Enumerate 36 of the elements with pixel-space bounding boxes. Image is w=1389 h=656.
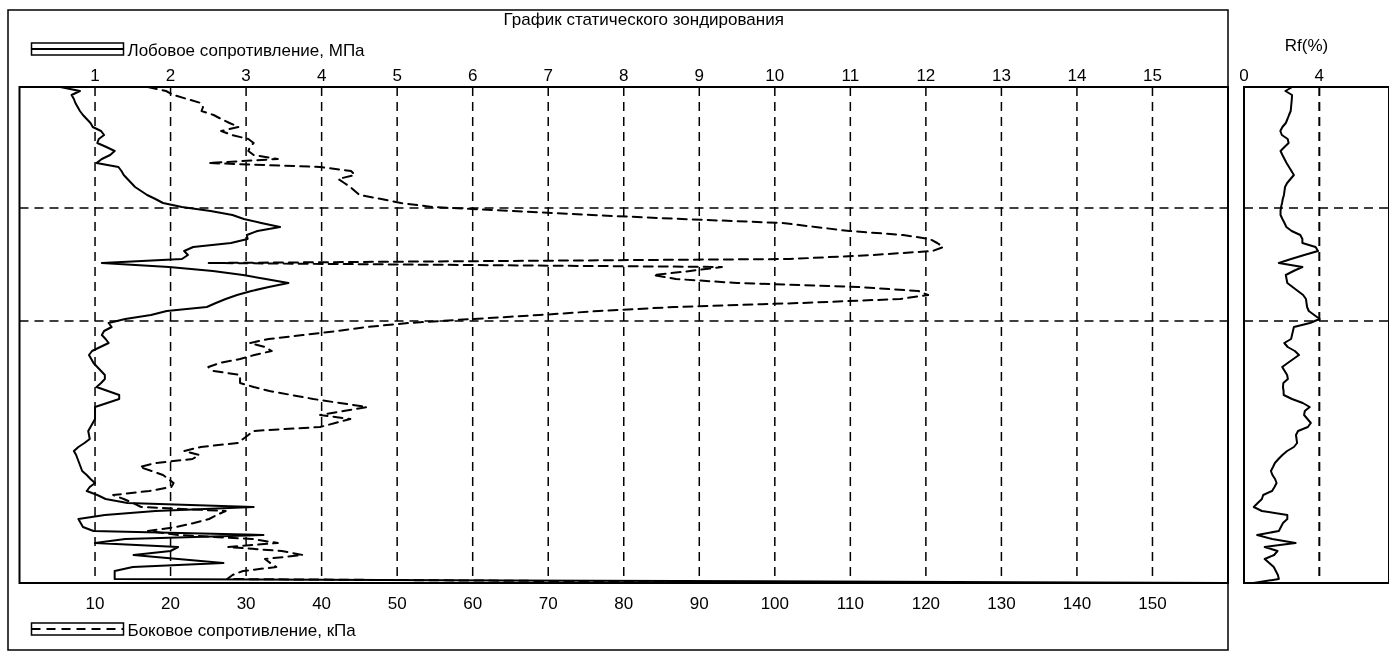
x-tick-label: 140 xyxy=(1062,594,1092,613)
x2-tick-label: 11 xyxy=(841,66,860,85)
x2-tick-label: 0 xyxy=(1239,66,1249,85)
x2-tick-label: 3 xyxy=(241,66,251,85)
x-tick-label: 40 xyxy=(312,594,332,613)
x-tick-label: 70 xyxy=(538,594,558,613)
x-tick-label: 100 xyxy=(760,594,789,613)
x2-tick-label: 7 xyxy=(543,66,553,85)
x2-tick-label: 10 xyxy=(765,66,785,85)
x-tick-label: 90 xyxy=(689,594,709,613)
x-tick-label: 110 xyxy=(836,594,864,613)
x-tick-label: 30 xyxy=(236,594,256,613)
x2-tick-label: 2 xyxy=(165,66,176,85)
x2-tick-label: 14 xyxy=(1067,66,1087,85)
x-tick-label: 60 xyxy=(463,594,483,613)
x2-tick-label: 8 xyxy=(619,66,629,85)
x-tick-label: 130 xyxy=(987,594,1016,613)
x-tick-label: 150 xyxy=(1138,594,1167,613)
x2-axis-title: Rf(%) xyxy=(1284,36,1329,55)
x2-tick-label: 13 xyxy=(991,66,1011,85)
x2-tick-label: 1 xyxy=(90,66,100,85)
x2-tick-label: 12 xyxy=(916,66,936,85)
x2-tick-label: 5 xyxy=(392,66,402,85)
x-axis-title: Боковое сопротивление, кПа xyxy=(127,621,357,640)
x2-tick-label: 6 xyxy=(467,66,478,85)
x-tick-label: 10 xyxy=(85,594,105,613)
x2-tick-label: 15 xyxy=(1143,66,1162,85)
x-tick-label: 80 xyxy=(614,594,634,613)
x-tick-label: 20 xyxy=(161,594,181,613)
x-tick-label: 50 xyxy=(387,594,407,613)
chart-title: График статического зондирования xyxy=(503,10,784,29)
x2-tick-label: 9 xyxy=(694,66,705,85)
x-tick-label: 120 xyxy=(911,594,941,613)
x2-tick-label: 4 xyxy=(1314,66,1325,85)
x2-tick-label: 4 xyxy=(316,66,327,85)
x2-axis-title: Лобовое сопротивление, МПа xyxy=(127,41,366,60)
